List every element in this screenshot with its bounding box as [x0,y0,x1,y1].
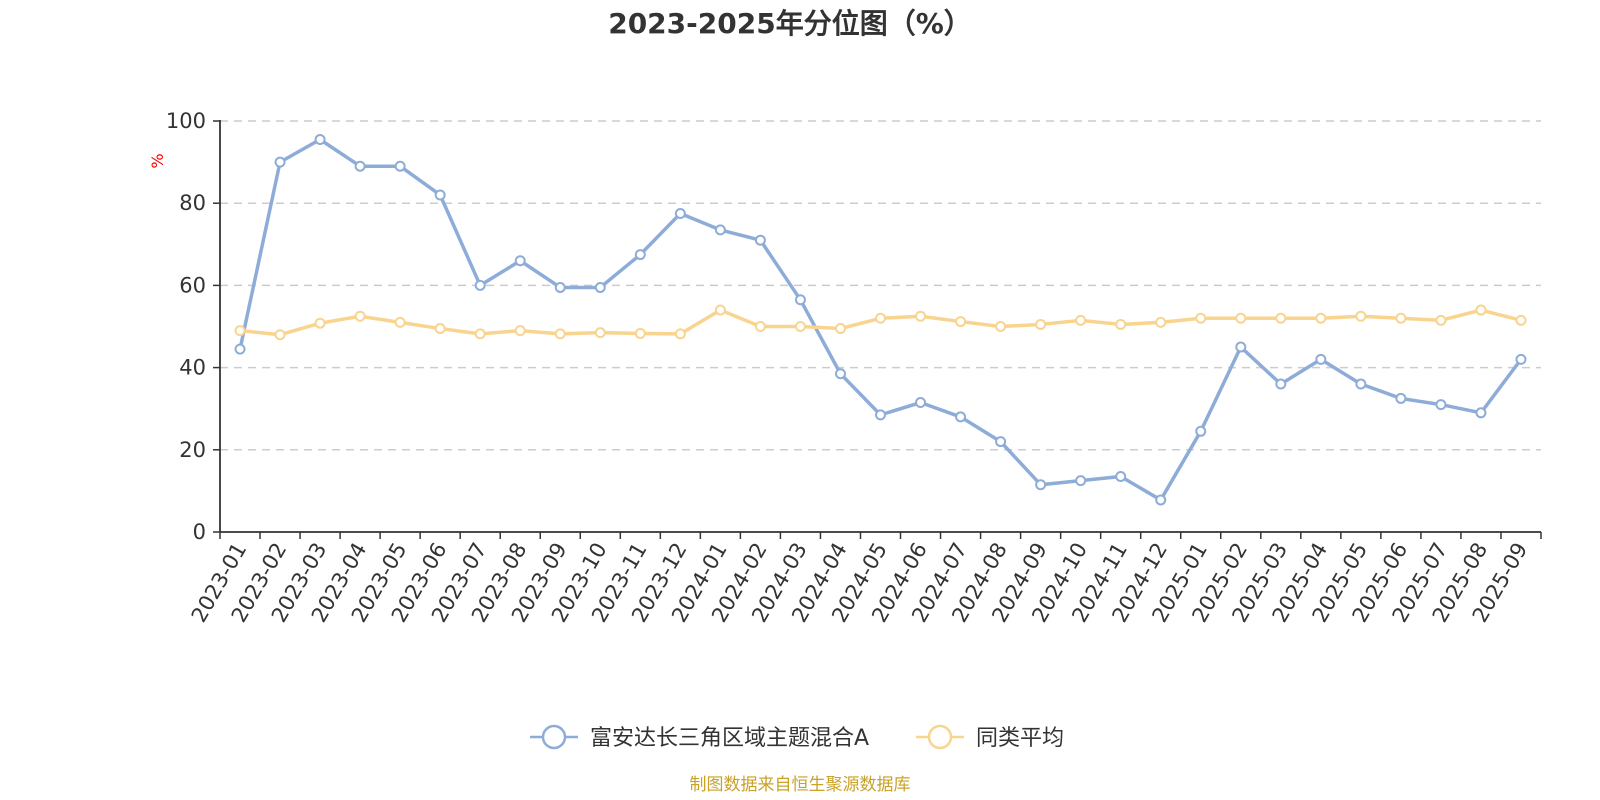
y-tick-label: 40 [179,356,206,380]
data-point[interactable] [314,317,326,329]
data-point[interactable] [1435,314,1447,326]
data-point[interactable] [1315,353,1327,365]
legend-label: 富安达长三角区域主题混合A [590,726,869,751]
data-point[interactable] [1355,378,1367,390]
data-point[interactable] [1395,312,1407,324]
data-point[interactable] [1515,353,1527,365]
data-point[interactable] [1115,318,1127,330]
data-point[interactable] [1515,314,1527,326]
data-point[interactable] [915,310,927,322]
data-point[interactable] [554,281,566,293]
legend-item-1[interactable]: 富安达长三角区域主题混合A [530,724,869,751]
y-tick-label: 20 [179,438,206,462]
y-axis-ticks: 0 20 40 60 80 100 [166,109,220,544]
data-point[interactable] [1395,392,1407,404]
data-point[interactable] [634,327,646,339]
data-point[interactable] [474,279,486,291]
data-point[interactable] [794,294,806,306]
data-point[interactable] [995,436,1007,448]
data-point[interactable] [1475,304,1487,316]
data-source-note: 制图数据来自恒生聚源数据库 [690,775,911,795]
data-point[interactable] [1115,471,1127,483]
data-point[interactable] [474,328,486,340]
grid-lines [220,120,1541,451]
data-point[interactable] [394,316,406,328]
data-point[interactable] [1235,312,1247,324]
legend-marker-icon [927,724,953,750]
data-point[interactable] [1075,475,1087,487]
data-point[interactable] [754,234,766,246]
data-point[interactable] [514,325,526,337]
series-lines [234,133,1527,506]
data-point[interactable] [634,249,646,261]
data-point[interactable] [434,323,446,335]
data-point[interactable] [1035,479,1047,491]
axes [219,120,1541,533]
data-point[interactable] [354,310,366,322]
y-tick-label: 60 [179,273,206,297]
data-point[interactable] [1275,378,1287,390]
data-point[interactable] [674,207,686,219]
legend-item-2[interactable]: 同类平均 [916,724,1064,751]
data-point[interactable] [554,328,566,340]
data-point[interactable] [274,329,286,341]
data-point[interactable] [354,160,366,172]
data-point[interactable] [1195,425,1207,437]
y-axis-unit-label: % [148,153,167,168]
y-tick-label: 0 [193,520,206,544]
data-point[interactable] [234,343,246,355]
data-point[interactable] [1155,494,1167,506]
data-point[interactable] [314,133,326,145]
data-point[interactable] [714,304,726,316]
legend-marker-icon [541,724,567,750]
data-point[interactable] [1155,316,1167,328]
y-tick-label: 100 [166,109,206,133]
data-point[interactable] [434,189,446,201]
data-point[interactable] [1035,318,1047,330]
data-point[interactable] [955,411,967,423]
data-point[interactable] [875,312,886,324]
chart-title: 2023-2025年分位图（%） [608,7,972,40]
data-point[interactable] [714,224,726,236]
data-point[interactable] [915,397,927,409]
series-1 [234,133,1527,506]
data-point[interactable] [1475,407,1487,419]
data-point[interactable] [1435,399,1447,411]
data-point[interactable] [394,160,406,172]
legend[interactable]: 富安达长三角区域主题混合A 同类平均 [530,724,1064,751]
data-point[interactable] [875,409,886,421]
data-point[interactable] [274,156,286,168]
data-point[interactable] [794,321,806,332]
data-point[interactable] [834,368,846,380]
data-point[interactable] [594,281,606,293]
data-point[interactable] [1355,310,1367,322]
data-point[interactable] [514,255,526,267]
data-point[interactable] [955,316,967,328]
x-axis-ticks: 2023-012023-022023-032023-042023-052023-… [187,532,1542,626]
data-point[interactable] [995,321,1007,332]
y-tick-label: 80 [179,191,206,215]
data-point[interactable] [594,327,606,339]
data-point[interactable] [1275,312,1287,324]
data-point[interactable] [1235,341,1247,353]
data-point[interactable] [1195,312,1207,324]
data-point[interactable] [1315,312,1327,324]
data-point[interactable] [1075,314,1087,326]
data-point[interactable] [754,321,766,332]
data-point[interactable] [834,323,846,335]
series-2 [234,304,1527,341]
data-point[interactable] [234,325,246,337]
legend-label: 同类平均 [976,726,1064,751]
data-point[interactable] [674,328,686,340]
